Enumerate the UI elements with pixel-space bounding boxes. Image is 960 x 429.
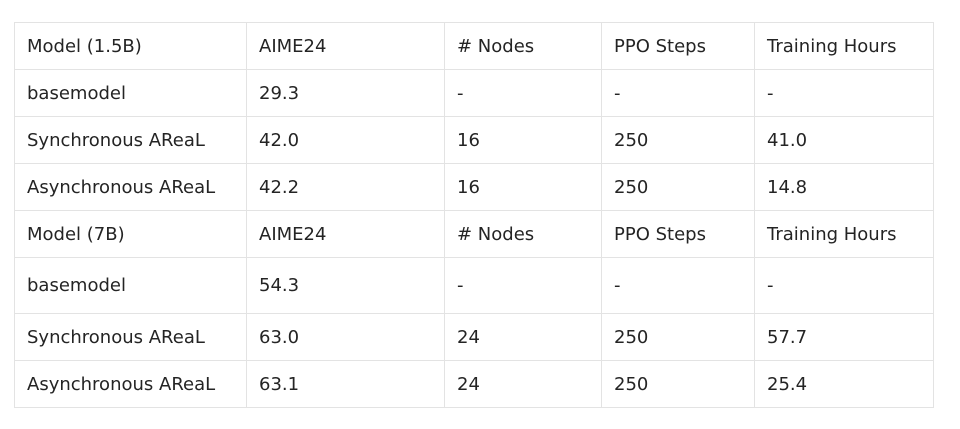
table-cell: # Nodes	[444, 210, 602, 258]
table-cell: -	[444, 69, 602, 117]
table-cell: 24	[444, 360, 602, 408]
table-cell: Asynchronous AReaL	[14, 163, 247, 211]
table-cell: Training Hours	[754, 210, 934, 258]
table-row: Asynchronous AReaL 63.1 24 250 25.4	[14, 360, 934, 408]
table-cell: PPO Steps	[601, 22, 755, 70]
table-cell: 16	[444, 163, 602, 211]
table-cell: Asynchronous AReaL	[14, 360, 247, 408]
table-cell: 25.4	[754, 360, 934, 408]
table-cell: -	[754, 69, 934, 117]
table-row: Asynchronous AReaL 42.2 16 250 14.8	[14, 163, 934, 211]
table-cell: 42.0	[246, 116, 445, 164]
table-cell: basemodel	[14, 69, 247, 117]
table-cell: Model (7B)	[14, 210, 247, 258]
table-cell: 250	[601, 313, 755, 361]
table-row: Synchronous AReaL 42.0 16 250 41.0	[14, 116, 934, 164]
table-body: Model (1.5B) AIME24 # Nodes PPO Steps Traini…	[14, 22, 934, 408]
table-cell: AIME24	[246, 210, 445, 258]
table-cell: 54.3	[246, 257, 445, 314]
table-cell: 63.0	[246, 313, 445, 361]
table-cell: 24	[444, 313, 602, 361]
table-cell: 14.8	[754, 163, 934, 211]
table-cell: Training Hours	[754, 22, 934, 70]
table-row: Model (7B) AIME24 # Nodes PPO Steps Training…	[14, 210, 934, 258]
table-cell: 41.0	[754, 116, 934, 164]
table-cell: 29.3	[246, 69, 445, 117]
table-cell: # Nodes	[444, 22, 602, 70]
table-cell: -	[601, 257, 755, 314]
table-cell: 16	[444, 116, 602, 164]
results-table: Model (1.5B) AIME24 # Nodes PPO Steps Traini…	[14, 22, 934, 408]
table-container: Model (1.5B) AIME24 # Nodes PPO Steps Traini…	[14, 22, 934, 408]
table-cell: 63.1	[246, 360, 445, 408]
table-row: basemodel 29.3- - -	[14, 69, 934, 117]
table-row: Model (1.5B) AIME24 # Nodes PPO Steps Traini…	[14, 22, 934, 70]
table-cell: AIME24	[246, 22, 445, 70]
table-cell: Synchronous AReaL	[14, 313, 247, 361]
table-cell: 250	[601, 360, 755, 408]
table-cell: -	[754, 257, 934, 314]
table-cell: 42.2	[246, 163, 445, 211]
table-row: basemodel 54.3- - -	[14, 257, 934, 314]
table-cell: 57.7	[754, 313, 934, 361]
table-cell: -	[601, 69, 755, 117]
table-cell: 250	[601, 163, 755, 211]
table-cell: 250	[601, 116, 755, 164]
table-cell: basemodel	[14, 257, 247, 314]
table-cell: Model (1.5B)	[14, 22, 247, 70]
table-cell: -	[444, 257, 602, 314]
table-row: Synchronous AReaL 63.0 24 250 57.7	[14, 313, 934, 361]
table-cell: Synchronous AReaL	[14, 116, 247, 164]
table-cell: PPO Steps	[601, 210, 755, 258]
